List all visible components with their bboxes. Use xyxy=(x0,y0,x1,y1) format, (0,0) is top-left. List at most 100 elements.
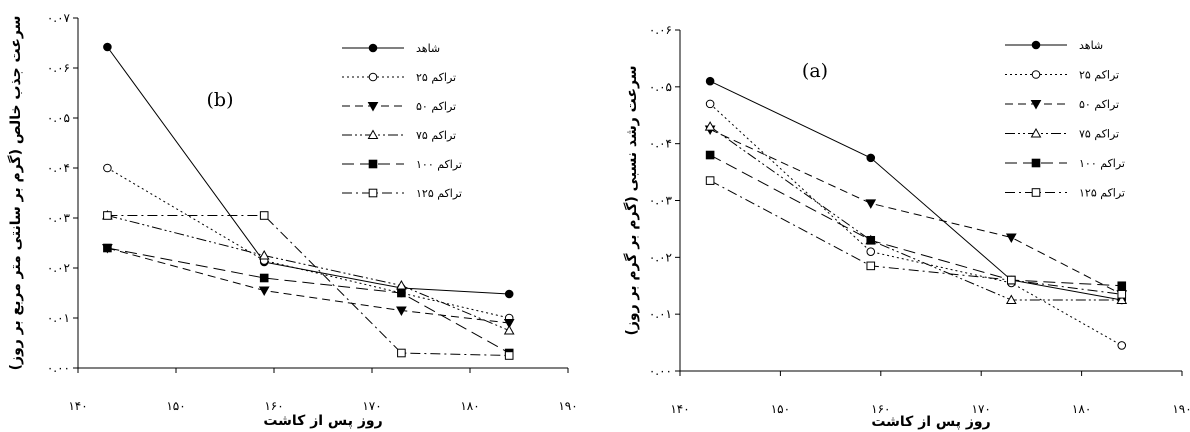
legend-item: تراکم ۱۲۵ xyxy=(342,187,462,200)
legend-item: تراکم ۱۰۰ xyxy=(342,158,462,171)
y-tick-label: ۰.۰۱ xyxy=(47,311,70,325)
legend-label: تراکم ۱۰۰ xyxy=(416,158,462,171)
data-point xyxy=(396,306,407,317)
data-point xyxy=(503,319,515,329)
y-tick-label: ۰.۰۰ xyxy=(47,361,70,375)
legend-item: تراکم ۲۵ xyxy=(1005,69,1119,82)
legend-label: شاهد xyxy=(1079,39,1103,52)
y-tick-label: ۰.۰۳ xyxy=(649,194,673,208)
legend-label: تراکم ۲۵ xyxy=(1079,69,1119,82)
legend-marker xyxy=(1031,70,1041,79)
data-point xyxy=(103,42,112,52)
legend-marker xyxy=(1030,127,1042,138)
y-tick-label: ۰.۰۵ xyxy=(47,111,70,125)
legend-label: تراکم ۷۵ xyxy=(416,129,456,142)
x-tick-label: ۱۹۰ xyxy=(1172,402,1190,416)
x-tick-label: ۱۷۰ xyxy=(362,399,381,413)
data-point xyxy=(258,286,270,297)
data-point xyxy=(258,249,270,260)
legend-marker xyxy=(1031,40,1041,50)
series-line xyxy=(709,129,1122,295)
legend-marker xyxy=(368,72,378,82)
chart-panel-a: ۰.۰۰ ۰.۰۱ ۰.۰۲ ۰.۰۳ ۰.۰۴ ۰.۰۵ ۰.۰۶ ۱۴۰ ۱۵۰ ۱۶۰ ۱۷۰… xyxy=(623,23,1190,430)
data-point xyxy=(103,211,112,220)
panel-label: (a) xyxy=(802,60,828,82)
x-tick-label: ۱۵۰ xyxy=(166,399,185,413)
series-2 xyxy=(102,244,515,329)
legend-item: تراکم ۱۲۵ xyxy=(1005,187,1125,200)
legend-marker xyxy=(367,129,379,139)
series-line xyxy=(107,215,510,356)
y-tick-label: ۰.۰۳ xyxy=(47,211,71,225)
legend-label: تراکم ۱۰۰ xyxy=(1079,157,1125,170)
data-point xyxy=(705,176,715,185)
data-point xyxy=(705,76,715,86)
data-point xyxy=(504,351,514,360)
data-point xyxy=(397,288,406,298)
data-point xyxy=(1116,294,1128,304)
legend-label: تراکم ۵۰ xyxy=(416,100,456,113)
legend-marker xyxy=(367,102,379,112)
y-tick-label: ۰.۰۶ xyxy=(47,61,70,75)
legend-label: شاهد xyxy=(416,42,440,55)
panel-label: (b) xyxy=(207,89,234,111)
data-point xyxy=(259,273,269,283)
data-point xyxy=(866,261,876,271)
data-point xyxy=(705,150,715,160)
data-point xyxy=(1005,233,1017,243)
x-tick-label: ۱۴۰ xyxy=(68,399,87,413)
y-tick-label: ۰.۰۴ xyxy=(649,137,672,151)
series-2 xyxy=(704,125,1128,300)
data-point xyxy=(503,324,515,335)
legend-label: تراکم ۷۵ xyxy=(1079,128,1119,141)
y-axis-title: سرعت جذب خالص (گرم بر سانتی متر مربع بر … xyxy=(7,16,24,371)
series-5 xyxy=(103,211,514,360)
series-line xyxy=(709,103,1123,346)
series-4 xyxy=(103,243,514,358)
x-tick-label: ۱۹۰ xyxy=(558,399,577,413)
y-axis-title: سرعت رشد نسبی (گرم بر گرم بر روز) xyxy=(623,65,640,335)
series-line xyxy=(709,80,1122,301)
data-point xyxy=(259,211,269,220)
data-point xyxy=(1117,281,1127,291)
data-point xyxy=(1005,294,1017,304)
legend-item: تراکم ۲۵ xyxy=(342,71,456,84)
series-3 xyxy=(704,121,1128,304)
y-tick-label: ۰.۰۰ xyxy=(649,364,672,378)
x-tick-label: ۱۸۰ xyxy=(460,399,479,413)
legend-label: تراکم ۵۰ xyxy=(1079,98,1119,111)
legend-item: تراکم ۵۰ xyxy=(342,100,456,113)
data-point xyxy=(103,163,112,173)
y-tick-label: ۰.۰۲ xyxy=(649,250,672,264)
data-point xyxy=(866,235,876,245)
series-line xyxy=(107,167,510,319)
legend-marker xyxy=(1031,158,1041,168)
x-tick-label: ۱۶۰ xyxy=(871,402,890,416)
y-tick-label: ۰.۰۲ xyxy=(47,261,70,275)
x-tick-label: ۱۶۰ xyxy=(264,399,283,413)
data-point xyxy=(504,289,514,299)
data-point xyxy=(705,99,715,109)
series-1 xyxy=(705,99,1127,350)
legend-marker xyxy=(368,188,378,198)
legend-item: تراکم ۱۰۰ xyxy=(1005,157,1125,170)
data-point xyxy=(866,247,876,256)
series-5 xyxy=(705,176,1127,299)
series-0 xyxy=(705,76,1127,305)
legend-marker xyxy=(368,43,378,53)
series-line xyxy=(106,46,510,295)
chart-panel-b: ۰.۰۰ ۰.۰۱ ۰.۰۲ ۰.۰۳ ۰.۰۴ ۰.۰۵ ۰.۰۶ ۰.۰۷ ۱۴۰ ۱۵۰ ۱۶… xyxy=(7,11,578,429)
legend-item: تراکم ۵۰ xyxy=(1005,98,1119,111)
x-tick-label: ۱۴۰ xyxy=(670,402,689,416)
y-tick-label: ۰.۰۷ xyxy=(47,11,71,25)
y-tick-label: ۰.۰۵ xyxy=(649,80,672,94)
legend-item: شاهد xyxy=(342,42,440,55)
legend-item: تراکم ۷۵ xyxy=(1005,128,1119,141)
legend-item: تراکم ۷۵ xyxy=(342,129,456,142)
series-line xyxy=(107,247,510,324)
legend-label: تراکم ۲۵ xyxy=(416,71,456,84)
legend-marker xyxy=(368,159,378,169)
series-3 xyxy=(102,209,515,335)
data-point xyxy=(1117,341,1127,350)
